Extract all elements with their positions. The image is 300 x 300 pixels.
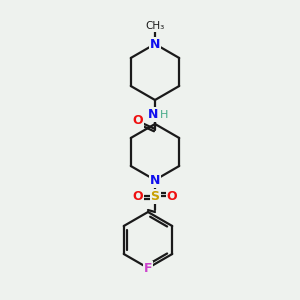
Text: N: N bbox=[150, 38, 160, 50]
Text: O: O bbox=[133, 113, 143, 127]
Text: CH₃: CH₃ bbox=[146, 21, 165, 31]
Text: O: O bbox=[133, 190, 143, 202]
Text: N: N bbox=[148, 107, 158, 121]
Text: F: F bbox=[144, 262, 152, 275]
Text: S: S bbox=[151, 190, 160, 202]
Text: O: O bbox=[167, 190, 177, 202]
Text: H: H bbox=[160, 110, 168, 120]
Text: N: N bbox=[150, 173, 160, 187]
